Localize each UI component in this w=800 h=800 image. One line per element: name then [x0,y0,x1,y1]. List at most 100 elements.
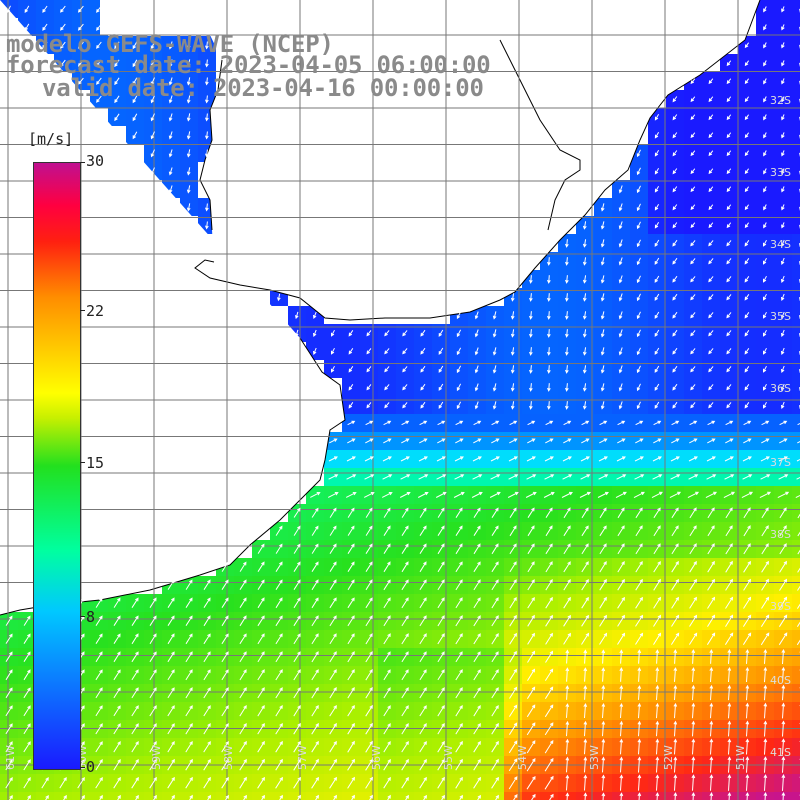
colorbar-tickmark [80,310,85,311]
wind-arrow [23,723,31,735]
wind-arrow [418,474,429,480]
wind-arrow [723,491,736,499]
wind-arrow [185,597,193,608]
wind-arrow [205,113,209,122]
wind-arrow [347,615,355,627]
wind-arrow [727,792,732,800]
wind-arrow [401,705,409,717]
wind-arrow [365,597,373,609]
wind-arrow [582,311,587,320]
wind-arrow [726,186,732,193]
wind-arrow [673,756,678,773]
wind-arrow [545,632,553,645]
wind-arrow [600,239,605,248]
wind-arrow [293,687,301,699]
wind-arrow [724,474,735,480]
wind-arrow [60,23,66,31]
wind-arrow [347,686,355,699]
wind-arrow [293,651,301,663]
wind-arrow [438,329,444,337]
wind-arrow [113,687,121,699]
wind-arrow [544,668,554,681]
wind-arrow [690,186,696,193]
wind-arrow [456,311,462,320]
wind-arrow [601,720,606,737]
wind-arrow [565,774,570,791]
speed-cell [792,504,800,522]
wind-arrow [419,597,427,609]
wind-arrow [473,561,481,573]
wind-arrow [275,597,283,609]
wind-arrow [382,474,393,480]
wind-arrow [243,794,247,800]
wind-arrow [455,669,463,681]
wind-arrow [438,401,444,409]
wind-arrow [583,649,588,664]
latitude-label: 36S [770,382,791,395]
wind-arrow [492,347,497,356]
wind-arrow [652,456,662,462]
wind-arrow [420,329,426,337]
wind-arrow [331,365,335,373]
wind-arrow [60,59,66,67]
wind-arrow [727,738,732,755]
wind-arrow [347,438,356,444]
wind-arrow [205,203,209,212]
wind-arrow [364,456,374,462]
wind-arrow [781,756,786,773]
wind-arrow [491,669,499,681]
speed-cell [792,180,800,198]
wind-arrow [708,294,714,301]
wind-arrow [708,258,714,265]
wind-arrow [691,702,696,719]
wind-arrow [472,474,483,480]
wind-arrow [257,704,265,717]
wind-arrow [709,738,714,755]
wind-arrow [744,60,750,67]
speed-cell [144,792,162,800]
wind-arrow [27,795,31,800]
wind-arrow [744,114,750,121]
wind-arrow [401,561,409,573]
wind-arrow [167,579,175,590]
wind-arrow [203,687,211,699]
wind-arrow [619,667,624,682]
wind-arrow [221,597,229,608]
wind-arrow [563,525,571,537]
wind-arrow [149,597,157,608]
wind-arrow [673,702,678,719]
speed-cell [792,144,800,162]
wind-arrow [581,507,589,519]
wind-arrow [471,491,483,498]
wind-arrow [547,311,551,320]
wind-arrow [743,420,752,426]
wind-arrow [726,78,732,85]
speed-cell [126,792,144,800]
wind-arrow [689,438,698,444]
wind-arrow [455,723,463,735]
latitude-label: 33S [770,166,791,179]
wind-arrow [293,722,301,735]
wind-arrow [601,702,606,719]
wind-arrow [565,311,569,320]
speed-cell [216,792,234,800]
wind-arrow [689,614,698,627]
wind-arrow [150,95,155,104]
speed-cell [792,72,800,90]
wind-arrow [490,456,500,462]
colorbar-tickmark [80,767,85,768]
wind-arrow [293,525,301,536]
land-mask [0,0,760,800]
wind-arrow [582,239,587,248]
wind-arrow [690,240,696,247]
speed-cell [180,792,198,800]
wind-arrow [763,311,767,319]
wind-arrow [419,722,427,735]
wind-arrow [329,705,337,717]
wind-arrow [796,458,800,462]
wind-arrow [637,649,642,664]
wind-arrow [690,96,696,103]
wind-arrow [383,615,391,627]
wind-arrow [455,525,463,536]
wind-arrow [742,456,752,462]
